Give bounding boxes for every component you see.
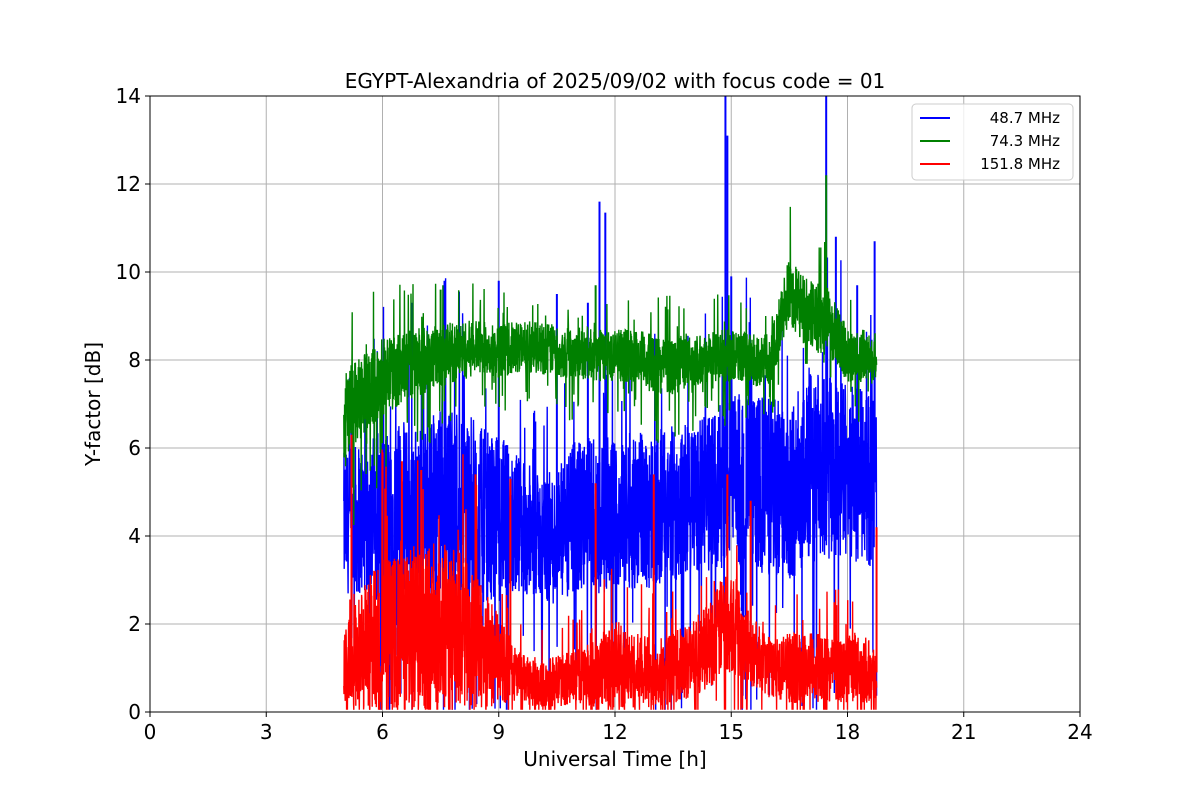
series-line [343,206,878,526]
chart-title: EGYPT-Alexandria of 2025/09/02 with focu… [345,69,886,93]
x-tick-label: 0 [144,720,157,744]
y-tick-label: 10 [116,260,141,284]
y-tick-label: 6 [128,436,141,460]
legend-label: 151.8 MHz [980,155,1060,173]
y-tick-label: 12 [116,172,141,196]
x-tick-label: 24 [1067,720,1092,744]
y-tick-label: 0 [128,700,141,724]
x-tick-label: 12 [602,720,627,744]
y-tick-label: 4 [128,524,141,548]
y-axis-label: Y-factor [dB] [81,342,105,467]
y-tick-label: 2 [128,612,141,636]
x-axis-label: Universal Time [h] [523,747,706,771]
x-tick-label: 18 [835,720,860,744]
series-line [343,449,878,710]
x-tick-label: 6 [376,720,389,744]
x-tick-label: 21 [951,720,976,744]
legend-label: 74.3 MHz [990,132,1060,150]
x-tick-label: 3 [260,720,273,744]
y-tick-label: 14 [116,84,141,108]
y-tick-label: 8 [128,348,141,372]
series-line [343,257,878,710]
series-2 [343,434,878,710]
x-tick-label: 15 [719,720,744,744]
legend-box [911,103,1074,181]
series-layer [343,96,878,710]
x-tick-label: 9 [492,720,505,744]
legend-label: 48.7 MHz [990,109,1060,127]
series-1 [343,175,878,526]
legend: 48.7 MHz 74.3 MHz 151.8 MHz [911,103,1074,181]
